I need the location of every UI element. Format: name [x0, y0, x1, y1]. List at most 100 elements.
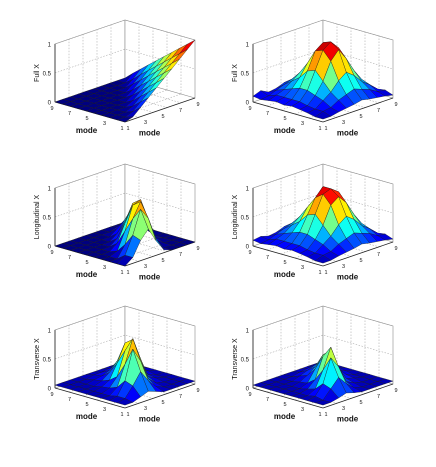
x-tick-label: 7 — [377, 108, 380, 114]
x-axis-label: mode — [337, 415, 359, 424]
z-gridline — [252, 305, 394, 331]
x-tick-label: 1 — [126, 270, 129, 276]
y-tick-label: 3 — [103, 265, 106, 271]
z-tick-label: 1 — [48, 329, 52, 335]
z-tick-label: 1 — [246, 43, 250, 49]
x-tick-label: 3 — [144, 120, 147, 126]
z-gridline — [54, 305, 196, 331]
y-axis-line — [54, 387, 126, 409]
y-tick-label: 1 — [318, 412, 321, 418]
x-tick-label: 1 — [126, 412, 129, 418]
x-tick-label: 1 — [126, 126, 129, 132]
z-axis-label: Transverse X — [232, 338, 239, 380]
y-axis-line — [252, 101, 324, 123]
surface-patch — [117, 398, 133, 406]
z-gridline — [252, 48, 394, 74]
x-tick-label: 1 — [324, 270, 327, 276]
x-tick-label: 5 — [359, 258, 362, 264]
z-tick-label: 0 — [48, 245, 52, 251]
surface-patch — [117, 255, 133, 267]
z-gridline — [54, 19, 196, 45]
y-axis-label: mode — [274, 270, 296, 279]
y-tick-label: 7 — [266, 397, 269, 403]
z-gridline — [252, 163, 394, 189]
y-tick-label: 5 — [283, 260, 286, 266]
y-tick-label: 3 — [301, 407, 304, 413]
z-tick-label: 0 — [48, 101, 52, 107]
y-tick-label: 9 — [248, 250, 251, 256]
y-axis-label: mode — [76, 270, 98, 279]
z-tick-label: 0.5 — [241, 216, 250, 222]
x-tick-label: 7 — [179, 394, 182, 400]
x-axis-line — [124, 97, 196, 123]
surface — [54, 39, 196, 123]
x-tick-label: 5 — [161, 400, 164, 406]
x-tick-label: 5 — [161, 114, 164, 120]
surface-patch — [315, 111, 331, 120]
y-tick-label: 3 — [301, 265, 304, 271]
z-tick-label: 0.5 — [241, 358, 250, 364]
x-tick-label: 9 — [394, 246, 397, 252]
z-gridline — [54, 192, 196, 218]
y-tick-label: 1 — [120, 270, 123, 276]
x-tick-label: 9 — [196, 388, 199, 394]
z-tick-label: 0.5 — [43, 216, 52, 222]
x-tick-label: 5 — [359, 400, 362, 406]
y-tick-label: 5 — [85, 116, 88, 122]
x-tick-label: 9 — [394, 102, 397, 108]
surface-patch — [117, 116, 133, 123]
y-tick-label: 3 — [301, 121, 304, 127]
z-axis-label: Full X — [232, 64, 239, 82]
y-tick-label: 7 — [266, 255, 269, 261]
y-tick-label: 9 — [248, 106, 251, 112]
x-tick-label: 1 — [324, 126, 327, 132]
y-tick-label: 9 — [50, 106, 53, 112]
x-tick-label: 9 — [196, 246, 199, 252]
surface — [54, 338, 196, 406]
x-axis-line — [322, 241, 394, 267]
y-tick-label: 7 — [68, 255, 71, 261]
x-tick-label: 9 — [196, 102, 199, 108]
z-gridline — [252, 192, 394, 218]
y-tick-label: 1 — [120, 412, 123, 418]
z-gridline — [252, 19, 394, 45]
x-axis-line — [322, 383, 394, 409]
x-tick-label: 3 — [342, 264, 345, 270]
y-axis-line — [252, 245, 324, 267]
z-tick-label: 0.5 — [43, 72, 52, 78]
z-tick-label: 0.5 — [241, 72, 250, 78]
y-tick-label: 7 — [68, 397, 71, 403]
z-tick-label: 1 — [48, 187, 52, 193]
y-tick-label: 9 — [248, 392, 251, 398]
x-axis-line — [124, 383, 196, 409]
y-tick-label: 1 — [318, 270, 321, 276]
x-axis-label: mode — [139, 129, 161, 138]
z-gridline — [252, 334, 394, 360]
x-tick-label: 9 — [394, 388, 397, 394]
z-tick-label: 0.5 — [43, 358, 52, 364]
x-tick-label: 3 — [144, 264, 147, 270]
z-gridline — [54, 48, 196, 74]
z-gridline — [54, 163, 196, 189]
z-axis-label: Longitudinal X — [34, 194, 41, 239]
y-axis-label: mode — [274, 412, 296, 421]
y-tick-label: 1 — [120, 126, 123, 132]
x-tick-label: 1 — [324, 412, 327, 418]
z-tick-label: 0 — [246, 245, 250, 251]
x-axis-label: mode — [139, 415, 161, 424]
x-tick-label: 5 — [161, 258, 164, 264]
z-tick-label: 1 — [48, 43, 52, 49]
surface — [252, 186, 394, 264]
x-tick-label: 7 — [377, 394, 380, 400]
y-tick-label: 5 — [283, 402, 286, 408]
y-tick-label: 1 — [318, 126, 321, 132]
y-tick-label: 5 — [85, 260, 88, 266]
z-axis-label: Transverse X — [34, 338, 41, 380]
y-tick-label: 5 — [283, 116, 286, 122]
